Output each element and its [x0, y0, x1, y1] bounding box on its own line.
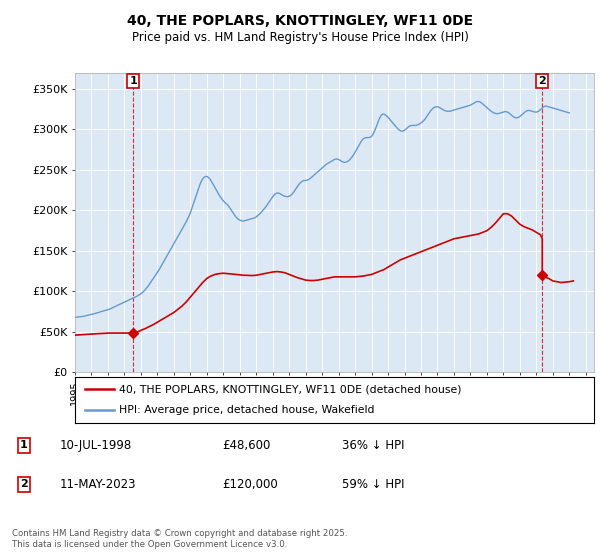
Text: 10-JUL-1998: 10-JUL-1998: [60, 438, 132, 452]
Text: 11-MAY-2023: 11-MAY-2023: [60, 478, 137, 491]
Text: Contains HM Land Registry data © Crown copyright and database right 2025.
This d: Contains HM Land Registry data © Crown c…: [12, 529, 347, 549]
Text: 1: 1: [20, 440, 28, 450]
Text: 40, THE POPLARS, KNOTTINGLEY, WF11 0DE (detached house): 40, THE POPLARS, KNOTTINGLEY, WF11 0DE (…: [119, 384, 461, 394]
Text: HPI: Average price, detached house, Wakefield: HPI: Average price, detached house, Wake…: [119, 405, 374, 416]
Text: 2: 2: [538, 76, 546, 86]
Text: 1: 1: [129, 76, 137, 86]
Text: 36% ↓ HPI: 36% ↓ HPI: [342, 438, 404, 452]
Text: £120,000: £120,000: [222, 478, 278, 491]
Text: 2: 2: [20, 479, 28, 489]
Text: 40, THE POPLARS, KNOTTINGLEY, WF11 0DE: 40, THE POPLARS, KNOTTINGLEY, WF11 0DE: [127, 14, 473, 28]
Text: 59% ↓ HPI: 59% ↓ HPI: [342, 478, 404, 491]
Text: Price paid vs. HM Land Registry's House Price Index (HPI): Price paid vs. HM Land Registry's House …: [131, 31, 469, 44]
Text: £48,600: £48,600: [222, 438, 271, 452]
